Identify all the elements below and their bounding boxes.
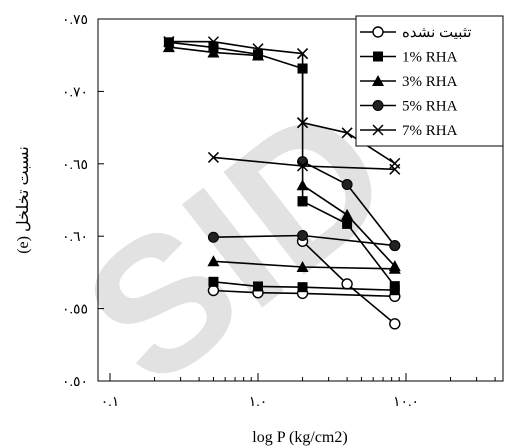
x-axis-title: log P (kg/cm2): [252, 429, 347, 446]
series-3-point-1-0: [207, 231, 219, 243]
series-3-point-1-1: [297, 229, 309, 241]
series-1-point-2-0: [297, 196, 308, 207]
x-tick-label-1: ١.٠: [249, 395, 268, 410]
legend-marker-0: [372, 26, 384, 38]
series-4-point-3-2: [389, 163, 401, 175]
series-2-point-2-2: [388, 262, 401, 274]
y-tick-label-5: ٠.٧٥: [62, 13, 88, 28]
series-4-point-1-0: [297, 48, 309, 60]
series-4: [163, 36, 401, 175]
series-0-point-1-2: [389, 318, 401, 330]
series-3-point-1-2: [389, 240, 401, 252]
legend-label-0: تثبیت نشده: [402, 25, 472, 41]
series-0-line-0: [213, 289, 395, 298]
series-4-line-0: [168, 40, 303, 55]
series-2-point-0-1: [207, 46, 220, 58]
y-axis-title: نسبت تخلخل (e): [15, 146, 32, 254]
series-4-point-2-2: [389, 157, 401, 169]
series-1-line-0: [168, 41, 303, 70]
legend-marker-1: [373, 51, 383, 62]
y-tick-label-0: ٠.٥٠: [62, 375, 88, 390]
legend-item-2: 3% RHA: [360, 74, 458, 90]
series-4-point-3-0: [207, 151, 219, 163]
series-2-point-2-1: [296, 261, 309, 273]
legend-item-4: 7% RHA: [360, 123, 458, 139]
y-tick-label-2: ٠.٦٠: [62, 230, 88, 245]
series-1-line-3: [213, 281, 395, 291]
series-2-point-1-1: [341, 208, 354, 220]
series-0-point-0-0: [207, 284, 220, 297]
series-2-point-0-0: [162, 41, 175, 53]
plot-area-border: [97, 18, 504, 382]
y-tick-label-4: ٠.٧٠: [62, 85, 88, 100]
legend-label-4: 7% RHA: [402, 123, 458, 139]
series-1-point-3-2: [297, 282, 308, 293]
series-1-point-3-1: [253, 281, 263, 292]
y-tick-label-1: ٠.٥٥: [62, 303, 88, 318]
series-4-point-2-0: [297, 117, 309, 129]
series-4-point-3-1: [297, 160, 309, 172]
series-4-point-0-2: [252, 43, 264, 55]
axis-ticks: ٠.٥٠ ٠.٥٥ ٠.٦٠ ٠.٦٥ ٠.٧٠ ٠.٧٥ ٠.١ ١.٠ ١٠.٠: [62, 13, 496, 410]
series-1-point-3-0: [208, 276, 219, 287]
series-4-point-0-0: [163, 36, 175, 48]
legend-label-1: 1% RHA: [402, 50, 458, 66]
series-1-point-2-1: [342, 218, 353, 229]
series-2: [162, 41, 401, 274]
series-2-point-1-0: [296, 179, 309, 191]
x-tick-label-0: ٠.١: [101, 395, 120, 410]
series-1-point-3-3: [389, 285, 400, 296]
legend: تثبیت نشده 1% RHA 3% RHA 5% RHA 7% RHA: [355, 15, 504, 147]
legend-item-1: 1% RHA: [360, 50, 458, 66]
legend-marker-2: [372, 75, 384, 86]
series-2-point-2-0: [207, 255, 220, 267]
legend-marker-3: [372, 100, 384, 111]
legend-label-3: 5% RHA: [402, 99, 458, 115]
y-tick-label-3: ٠.٦٥: [62, 158, 88, 173]
legend-item-3: 5% RHA: [360, 99, 458, 115]
series-0-point-1-1: [341, 278, 353, 290]
plot-marks: [162, 36, 401, 330]
x-tick-label-2: ١٠.٠: [393, 395, 419, 410]
series-4-point-0-1: [207, 36, 219, 48]
series-3-point-0-1: [341, 179, 353, 191]
legend-label-2: 3% RHA: [402, 74, 458, 90]
series-2-point-0-2: [252, 49, 264, 61]
legend-marker-4: [372, 124, 384, 136]
series-4-point-2-1: [341, 127, 353, 139]
legend-item-0: تثبیت نشده: [360, 25, 472, 41]
